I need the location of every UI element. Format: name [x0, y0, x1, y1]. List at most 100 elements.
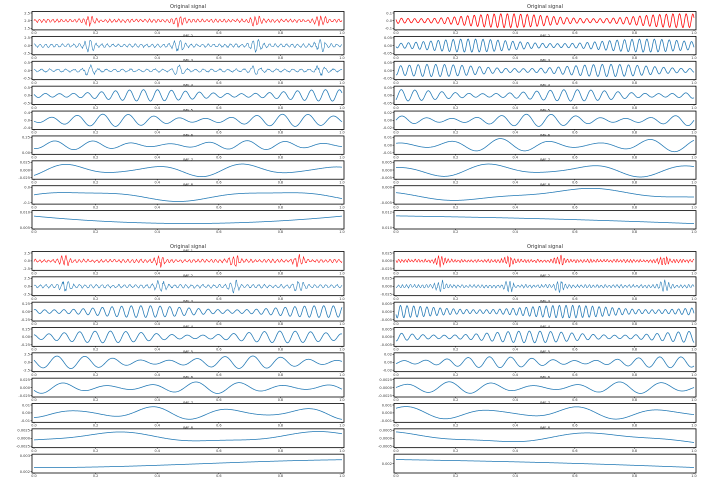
x-tick-label: 0.4 — [512, 156, 517, 160]
x-tick-label: 0.0 — [31, 180, 36, 184]
y-tick-label: 0.05 — [384, 86, 392, 90]
imf-line — [395, 381, 695, 394]
x-tick-label: 0.2 — [453, 180, 458, 184]
x-tick-label: 0.6 — [216, 322, 221, 326]
x-tick-label: 0.4 — [512, 474, 517, 478]
x-tick-label: 0.6 — [572, 56, 577, 60]
x-tick-label: 0.8 — [632, 297, 637, 301]
y-tick-label: -0.25 — [21, 318, 30, 322]
x-tick-label: 0.8 — [278, 131, 283, 135]
x-tick-label: 0.2 — [453, 373, 458, 377]
x-tick-label: 0.8 — [278, 348, 283, 352]
x-tick-label: 0.4 — [154, 474, 159, 478]
x-tick-label: 0.6 — [216, 205, 221, 209]
x-tick-label: 0.6 — [572, 322, 577, 326]
y-tick-label: 0.005 — [382, 302, 392, 306]
x-tick-label: 0.0 — [393, 180, 398, 184]
imf-line — [33, 215, 343, 224]
x-tick-label: 0.6 — [216, 297, 221, 301]
y-tick-label: 2.5 — [24, 11, 30, 15]
x-tick-label: 1.0 — [339, 230, 344, 234]
subplot-frame — [31, 160, 345, 180]
x-tick-label: 0.2 — [453, 474, 458, 478]
x-tick-label: 0.0 — [393, 348, 398, 352]
x-tick-label: 0.8 — [278, 81, 283, 85]
subplot-frame — [393, 403, 697, 423]
x-tick-label: 0.0 — [31, 272, 36, 276]
imf-line — [33, 64, 343, 76]
y-tick-label: -0.01 — [383, 151, 392, 155]
subplot-frame — [393, 210, 697, 230]
x-tick-label: 0.8 — [632, 81, 637, 85]
x-tick-label: 1.0 — [339, 398, 344, 402]
x-tick-label: 0.2 — [93, 297, 98, 301]
imf-line — [34, 459, 343, 468]
x-tick-label: 0.2 — [93, 180, 98, 184]
x-tick-label: 0.0 — [393, 81, 398, 85]
y-tick-label: -0.02 — [383, 126, 392, 130]
x-tick-label: 0.0 — [393, 424, 398, 428]
y-tick-label: 0.0 — [24, 186, 30, 190]
x-tick-label: 0.8 — [632, 474, 637, 478]
x-tick-label: 0.4 — [154, 31, 159, 35]
x-tick-label: 0.2 — [453, 449, 458, 453]
imf-label: IMF 5 — [183, 107, 194, 112]
x-tick-label: 0.2 — [453, 156, 458, 160]
x-tick-label: 0.4 — [512, 56, 517, 60]
x-tick-label: 0.6 — [572, 156, 577, 160]
x-tick-label: 1.0 — [691, 180, 696, 184]
imf-line — [395, 459, 695, 468]
x-tick-label: 1.0 — [339, 322, 344, 326]
x-tick-label: 0.4 — [154, 106, 159, 110]
imf-line — [395, 356, 695, 369]
y-tick-label: 0.00 — [384, 143, 393, 147]
x-tick-label: 0.4 — [512, 180, 517, 184]
x-tick-label: 1.0 — [691, 474, 696, 478]
x-tick-label: 0.2 — [93, 56, 98, 60]
x-tick-label: 0.2 — [93, 474, 98, 478]
imf-line — [33, 330, 343, 344]
x-tick-label: 0.2 — [453, 322, 458, 326]
imf-label: IMF 3 — [183, 299, 194, 304]
x-tick-label: 1.0 — [339, 81, 344, 85]
x-tick-label: 0.0 — [31, 131, 36, 135]
x-tick-label: 0.0 — [31, 205, 36, 209]
y-tick-label: 0.000 — [382, 285, 393, 289]
original-signal-line — [395, 254, 695, 268]
y-tick-label: 0.00 — [384, 119, 393, 123]
x-tick-label: 0.6 — [572, 81, 577, 85]
y-tick-label: 2.0 — [24, 19, 30, 23]
x-tick-label: 0.0 — [393, 106, 398, 110]
x-tick-label: 1.0 — [339, 31, 344, 35]
x-tick-label: 0.8 — [632, 205, 637, 209]
imf-label: IMF 7 — [540, 157, 551, 162]
original-signal-line — [395, 13, 695, 29]
imf-line — [33, 163, 343, 178]
x-tick-label: 0.4 — [512, 81, 517, 85]
y-tick-label: -0.025 — [380, 267, 392, 271]
x-tick-label: 0.0 — [393, 272, 398, 276]
x-tick-label: 0.0 — [31, 424, 36, 428]
imf-label: IMF 2 — [540, 33, 551, 38]
x-tick-label: 0.6 — [572, 297, 577, 301]
imf-label: IMF 8 — [183, 182, 194, 187]
imf-label: IMF 2 — [183, 33, 194, 38]
imf-label: IMF 3 — [183, 58, 194, 63]
x-tick-label: 0.4 — [512, 322, 517, 326]
x-tick-label: 0.8 — [632, 348, 637, 352]
x-tick-label: 0.0 — [31, 322, 36, 326]
y-tick-label: 0.00 — [384, 44, 393, 48]
subplot-frame — [31, 428, 345, 449]
imf-label: IMF 3 — [540, 299, 551, 304]
x-tick-label: 0.2 — [93, 348, 98, 352]
y-tick-label: 0.0005 — [379, 429, 392, 433]
y-tick-label: -0.01 — [21, 419, 30, 423]
